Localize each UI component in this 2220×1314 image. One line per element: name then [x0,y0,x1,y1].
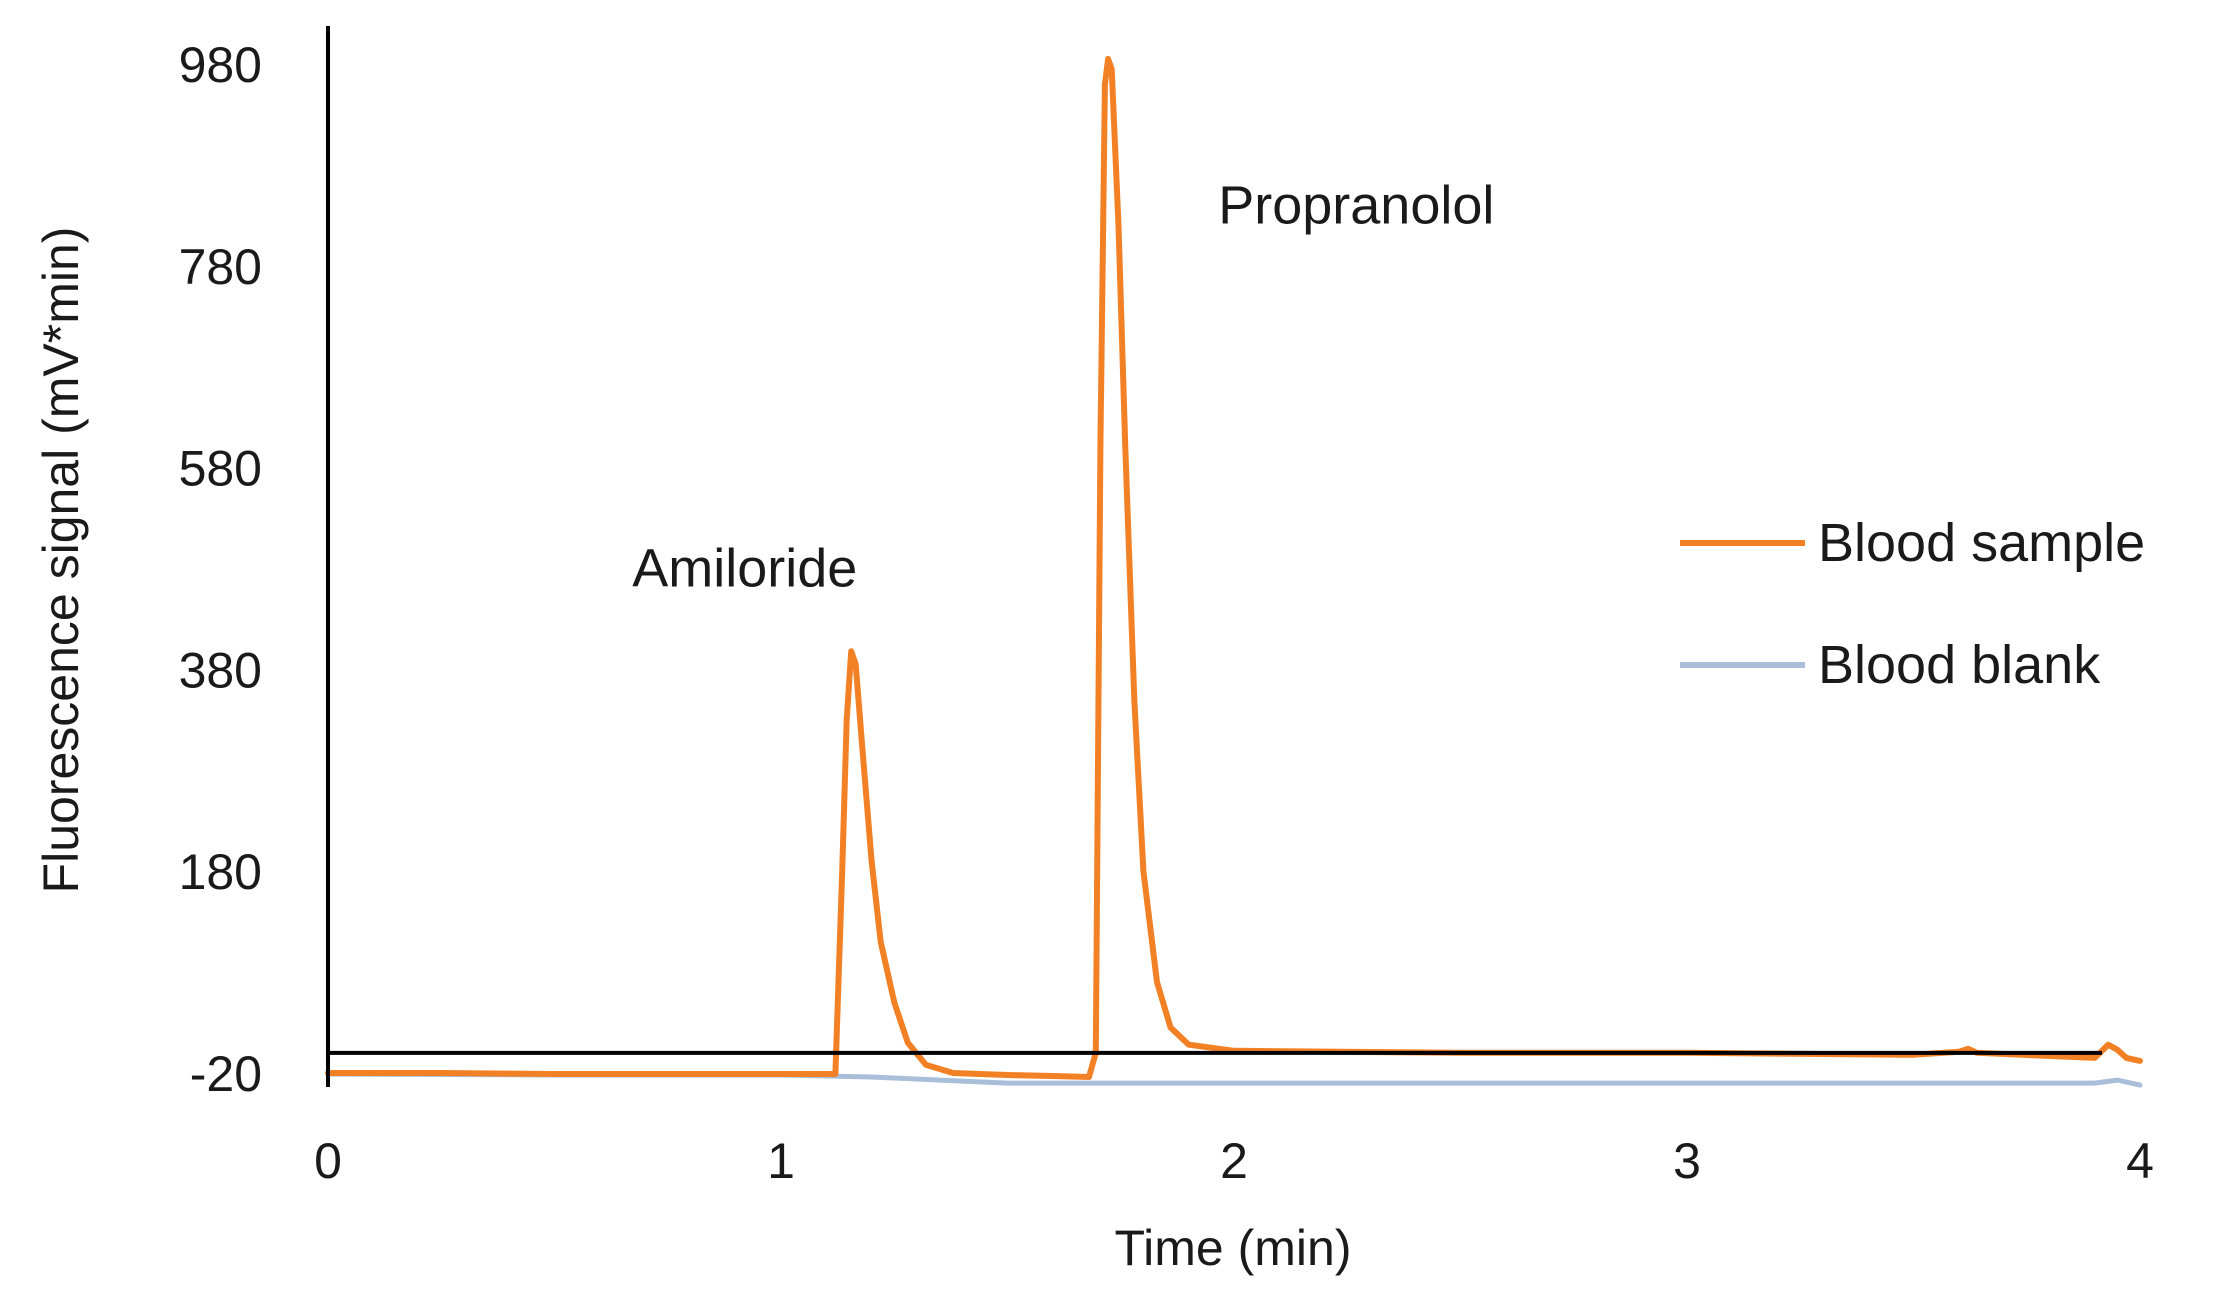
legend-label-blood-blank: Blood blank [1818,635,2101,695]
x-tick-labels: 0 1 2 3 4 [314,1133,2154,1189]
legend-label-blood-sample: Blood sample [1818,513,2145,573]
y-tick-label: 380 [179,642,262,698]
x-tick-label: 4 [2126,1133,2154,1189]
legend: Blood sample Blood blank [1680,513,2145,695]
y-tick-label: 780 [179,239,262,295]
y-tick-label: 180 [179,844,262,900]
y-axis-title: Fluorescence signal (mV*min) [33,227,89,894]
x-tick-label: 2 [1220,1133,1248,1189]
annotation-amiloride: Amiloride [632,539,857,599]
y-tick-label: 580 [179,441,262,497]
x-tick-label: 1 [767,1133,795,1189]
y-tick-labels: -20 180 380 580 780 980 [179,37,262,1102]
y-tick-label: -20 [190,1046,262,1102]
annotation-propranolol: Propranolol [1218,175,1494,235]
x-tick-label: 3 [1673,1133,1701,1189]
y-tick-label: 980 [179,37,262,93]
x-axis-title: Time (min) [1114,1220,1351,1276]
x-tick-label: 0 [314,1133,342,1189]
